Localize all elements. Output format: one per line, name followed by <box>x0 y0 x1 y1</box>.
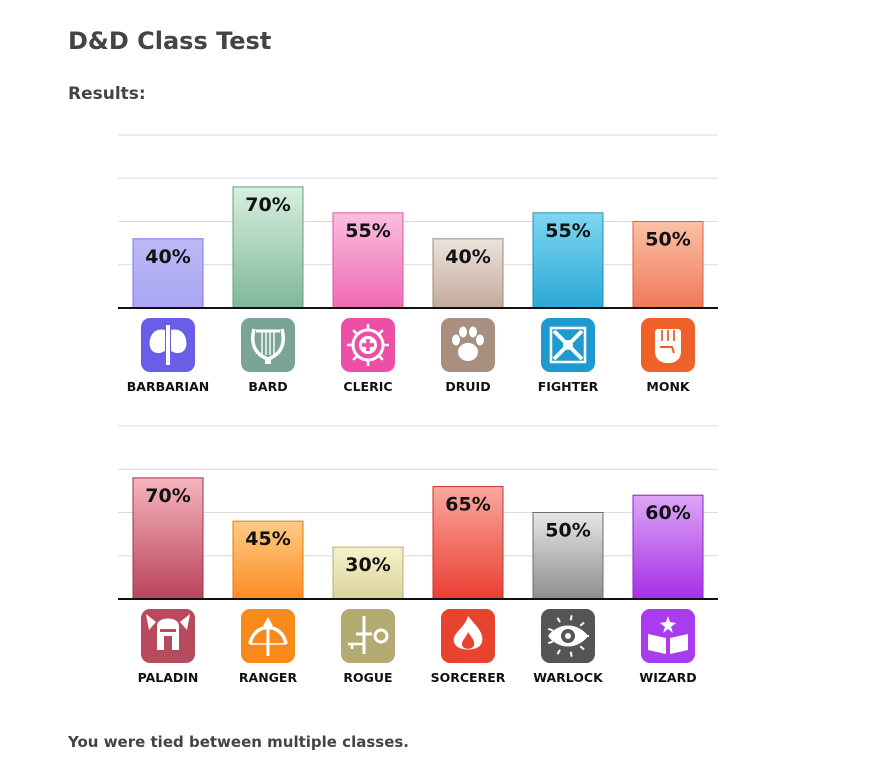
value-label-cleric: 55% <box>345 220 390 242</box>
results-label: Results: <box>68 84 146 104</box>
class-label-cleric: CLERIC <box>343 379 392 394</box>
paw-print-icon <box>441 318 495 372</box>
class-label-druid: DRUID <box>445 379 490 394</box>
class-label-paladin: PALADIN <box>138 670 199 685</box>
bar-monk <box>632 221 704 309</box>
bar-sorcerer <box>432 486 504 600</box>
value-label-warlock: 50% <box>545 520 590 542</box>
bar-rogue <box>332 546 404 600</box>
flame-icon <box>441 609 495 663</box>
class-label-rogue: ROGUE <box>343 670 392 685</box>
bar-barbarian <box>132 238 204 309</box>
page-title: D&D Class Test <box>68 27 272 55</box>
value-label-bard: 70% <box>245 194 290 216</box>
fist-icon <box>641 318 695 372</box>
holy-symbol-icon <box>341 318 395 372</box>
class-label-fighter: FIGHTER <box>538 379 599 394</box>
value-label-barbarian: 40% <box>145 246 190 268</box>
value-label-sorcerer: 65% <box>445 494 490 516</box>
bar-cleric <box>332 212 404 309</box>
value-label-monk: 50% <box>645 229 690 251</box>
value-label-rogue: 30% <box>345 554 390 576</box>
winged-helm-icon <box>141 609 195 663</box>
class-label-warlock: WARLOCK <box>533 670 604 685</box>
double-axe-icon <box>141 318 195 372</box>
class-label-monk: MONK <box>646 379 691 394</box>
class-label-bard: BARD <box>248 379 287 394</box>
value-label-paladin: 70% <box>145 485 190 507</box>
bow-and-arrow-icon <box>241 609 295 663</box>
value-label-ranger: 45% <box>245 528 290 550</box>
value-label-fighter: 55% <box>545 220 590 242</box>
lyre-icon <box>241 318 295 372</box>
class-label-sorcerer: SORCERER <box>431 670 506 685</box>
bar-bard <box>232 186 304 309</box>
result-message: You were tied between multiple classes. <box>68 733 409 751</box>
bar-fighter <box>532 212 604 309</box>
eye-sigil-icon <box>541 609 595 663</box>
bar-paladin <box>132 477 204 600</box>
class-label-wizard: WIZARD <box>639 670 696 685</box>
dagger-and-key-icon <box>341 609 395 663</box>
crossed-swords-icon <box>541 318 595 372</box>
bar-druid <box>432 238 504 309</box>
value-label-druid: 40% <box>445 246 490 268</box>
bar-chart-1: 40% BARBARIAN 70% BARD 55% CLERIC 40% DRUID 55% F… <box>118 134 718 394</box>
bar-wizard <box>632 494 704 600</box>
class-label-barbarian: BARBARIAN <box>127 379 209 394</box>
spellbook-icon <box>641 609 695 663</box>
bar-chart-2: 70% PALADIN 45% RANGER 30% ROGUE 65% SORCERER 50… <box>118 425 718 685</box>
value-label-wizard: 60% <box>645 502 690 524</box>
class-label-ranger: RANGER <box>239 670 298 685</box>
